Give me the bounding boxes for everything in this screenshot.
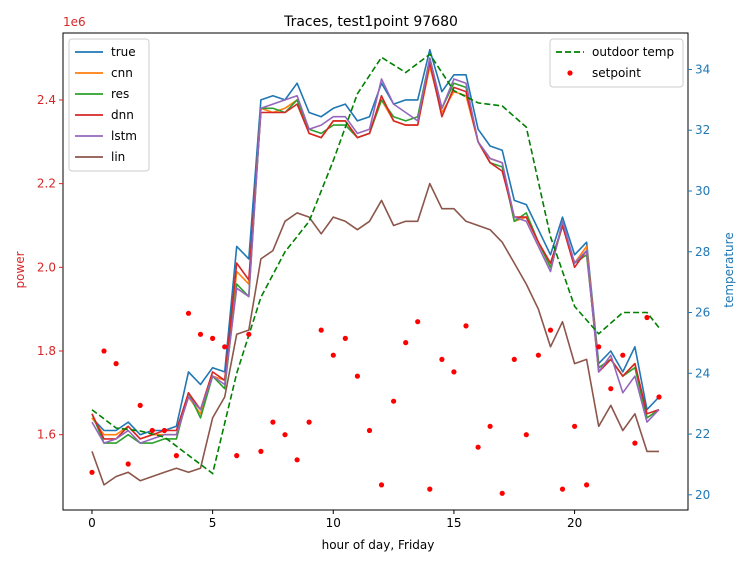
legend-label-outdoor-temp: outdoor temp [592,45,674,59]
setpoint-point [282,432,288,438]
setpoint-point [197,331,204,337]
setpoint-point [173,453,179,459]
left-y-tick-label: 2.0 [37,260,56,274]
setpoint-point [644,314,650,321]
setpoint-point [608,386,614,392]
x-axis-label: hour of day, Friday [322,538,435,552]
setpoint-point [535,352,542,358]
setpoint-point [415,319,421,325]
setpoint-point [318,327,324,333]
x-tick-label: 10 [326,516,341,530]
setpoint-point [354,373,360,379]
setpoint-point [572,423,578,429]
legend-weather: outdoor temp setpoint [549,38,684,88]
axes: 0 5 10 15 20 1.6 1.8 2.0 2.2 2.4 20 22 24 26 28 30 32 34 [37,32,710,530]
setpoint-point [185,310,192,316]
setpoint-point [463,323,469,329]
right-y-tick-label: 26 [695,306,710,320]
setpoint-point [330,352,336,358]
right-y-axis-label: temperature [722,232,736,307]
legend-weather-box [549,38,684,88]
left-y-tick-label: 1.6 [37,428,56,442]
legend-swatch-setpoint [567,70,573,76]
x-tick-label: 0 [88,516,96,530]
legend-label-cnn: cnn [111,66,133,80]
setpoint-point [620,352,626,358]
legend-label-dnn: dnn [111,108,134,122]
setpoint-point [89,469,95,475]
left-y-axis-label: power [13,251,27,288]
setpoint-point [391,398,397,404]
setpoint-point [342,335,348,341]
setpoint-point [656,394,662,400]
right-y-tick-label: 28 [695,245,710,259]
setpoint-point [149,427,155,434]
setpoint-point [378,482,385,488]
setpoint-point [258,448,264,454]
plot-frame [62,32,689,511]
series-line-lstm [91,57,660,444]
right-y-tick-label: 24 [695,366,710,380]
setpoint-point [547,327,554,333]
series-line-true [91,48,660,436]
x-tick-label: 15 [446,516,461,530]
setpoint-point [113,361,119,367]
chart-title: Traces, test1point 97680 [283,14,458,30]
x-tick-label: 20 [567,516,582,530]
setpoint-point [499,490,505,496]
setpoint-point [270,419,276,425]
legend-label-res: res [111,87,129,101]
left-y-tick-label: 2.4 [37,93,56,107]
plot-area [89,48,662,496]
setpoint-point [559,486,566,492]
setpoint-point [403,340,409,346]
setpoint-point [439,356,445,362]
legend-label-true: true [111,45,136,59]
legend-models-box [68,38,150,172]
right-y-tick-label: 32 [695,123,710,137]
setpoint-point [475,444,481,450]
series-line-dnn [91,61,660,440]
setpoint-point [584,482,590,488]
x-tick-label: 5 [209,516,217,530]
setpoint-point [161,427,167,434]
legend-label-setpoint: setpoint [592,66,641,80]
setpoint-point [101,348,107,354]
right-y-tick-label: 30 [695,184,710,198]
legend-models: true cnn res dnn lstm lin [68,38,150,172]
setpoint-point [366,427,373,434]
left-y-tick-label: 1.8 [37,344,56,358]
setpoint-point [234,453,240,459]
setpoint-point [137,402,143,408]
setpoint-point [596,344,602,350]
setpoint-point [632,440,638,446]
setpoint-point [427,486,433,492]
setpoint-point [523,432,529,438]
setpoint-point [487,423,493,429]
legend-label-lin: lin [111,150,125,164]
left-y-tick-label: 2.2 [37,177,56,191]
setpoint-point [210,335,216,341]
right-y-tick-label: 22 [695,427,710,441]
left-axis-offset-label: 1e6 [63,15,86,29]
setpoint-point [306,419,312,425]
right-y-tick-label: 20 [695,488,710,502]
series-line-lin [91,182,659,486]
series-line-outdoor-temp [91,53,660,475]
setpoint-point [294,457,300,463]
setpoint-point [451,369,457,375]
setpoint-point [511,356,517,362]
setpoint-point [222,344,228,350]
legend-label-lstm: lstm [111,129,137,143]
setpoint-point [246,331,252,337]
setpoint-point [125,461,131,467]
right-y-tick-label: 34 [695,62,710,76]
